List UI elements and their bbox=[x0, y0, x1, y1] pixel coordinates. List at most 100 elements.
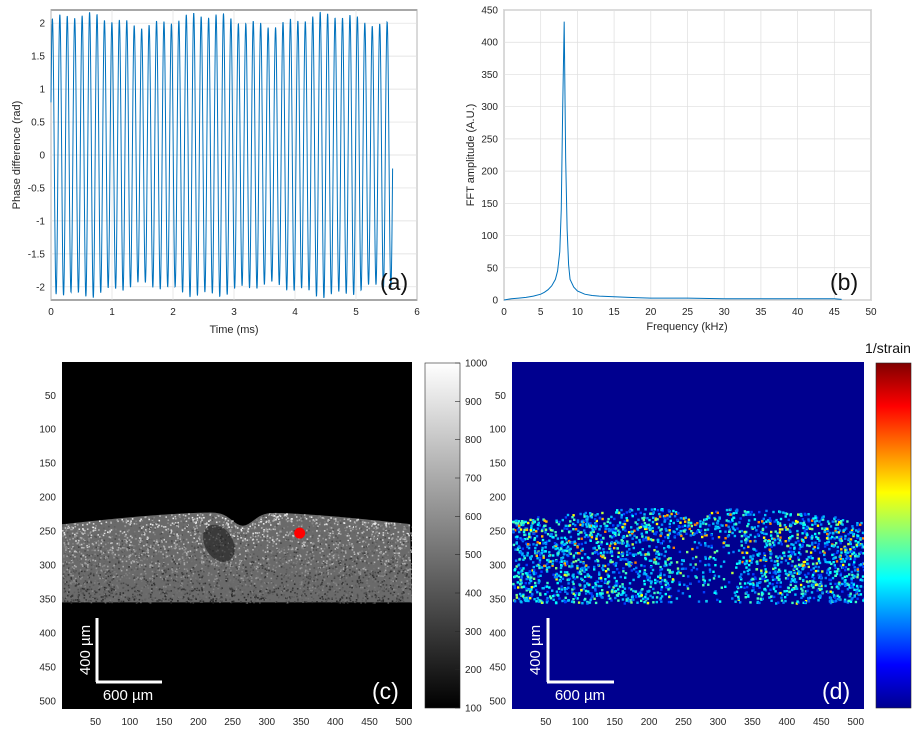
panel-d-ytick-label: 100 bbox=[489, 425, 506, 436]
panel-a-ytick-label: 1 bbox=[39, 85, 45, 96]
panel-d-image-bg bbox=[512, 362, 864, 709]
panel-c-ytick-label: 100 bbox=[39, 425, 56, 436]
panel-d-strain-map: 400 µm 600 µm (d) 50 100 150 200 250 300 350 40… bbox=[489, 340, 912, 728]
panel-b-xtick-label: 25 bbox=[682, 307, 694, 318]
panel-d-scalebar-horizontal-label: 600 µm bbox=[555, 687, 605, 704]
panel-d-xtick-label: 100 bbox=[572, 717, 589, 728]
panel-d-colorbar bbox=[875, 362, 912, 709]
panel-b-ytick-label: 0 bbox=[492, 296, 498, 307]
panel-d-ytick-label: 400 bbox=[489, 628, 506, 639]
panel-d-ytick-label: 350 bbox=[489, 594, 506, 605]
panel-b-xtick-label: 40 bbox=[792, 307, 804, 318]
panel-c-ytick-label: 200 bbox=[39, 493, 56, 504]
panel-b-ytick-label: 400 bbox=[481, 38, 498, 49]
panel-c-ytick-label: 50 bbox=[45, 391, 57, 402]
panel-a-series-line bbox=[50, 11, 394, 299]
panel-a-label: (a) bbox=[380, 269, 408, 295]
panel-b-ytick-label: 350 bbox=[481, 70, 498, 81]
panel-a-xtick-label: 6 bbox=[414, 307, 420, 318]
panel-c-colorbar-tick-label: 400 bbox=[465, 589, 482, 600]
panel-d-xtick-label: 500 bbox=[847, 717, 864, 728]
panel-c-colorbar-tick-label: 500 bbox=[465, 550, 482, 561]
panel-c-label: (c) bbox=[372, 678, 399, 704]
panel-c-ytick-label: 250 bbox=[39, 527, 56, 538]
panel-b-xtick-label: 10 bbox=[572, 307, 584, 318]
panel-c-ytick-label: 450 bbox=[39, 662, 56, 673]
panel-d-xtick-label: 150 bbox=[606, 717, 623, 728]
panel-d-ytick-label: 50 bbox=[495, 391, 507, 402]
panel-a-xtick-label: 5 bbox=[353, 307, 359, 318]
panel-b-xtick-label: 35 bbox=[755, 307, 767, 318]
panel-c-colorbar-tick-label: 100 bbox=[465, 704, 482, 715]
panel-d-xtick-label: 450 bbox=[813, 717, 830, 728]
panel-c-scalebar-vertical-label: 400 µm bbox=[77, 625, 94, 675]
panel-d-ytick-label: 450 bbox=[489, 662, 506, 673]
panel-d-xtick-label: 400 bbox=[779, 717, 796, 728]
panel-c-colorbar-tick-label: 700 bbox=[465, 474, 482, 485]
panel-c-xtick-label: 350 bbox=[293, 717, 310, 728]
panel-c-xtick-label: 500 bbox=[395, 717, 412, 728]
panel-a-xtick-label: 1 bbox=[109, 307, 115, 318]
panel-a-ytick-label: -1.5 bbox=[28, 249, 46, 260]
panel-b-fft-chart: 0 5 10 15 20 25 30 35 40 45 50 0 50 100 150 200 250 300 35… bbox=[465, 6, 877, 334]
panel-b-xtick-label: 30 bbox=[719, 307, 731, 318]
panel-c-xtick-label: 200 bbox=[190, 717, 207, 728]
panel-c-colorbar-tick-label: 900 bbox=[465, 397, 482, 408]
panel-d-scalebar: 400 µm 600 µm bbox=[527, 618, 614, 704]
panel-b-ytick-label: 300 bbox=[481, 102, 498, 113]
panel-d-scalebar-vertical-label: 400 µm bbox=[527, 625, 544, 675]
panel-b-ytick-label: 250 bbox=[481, 134, 498, 145]
panel-b-tick-labels: 0 5 10 15 20 25 30 35 40 45 50 0 50 100 150 200 250 300 35… bbox=[481, 6, 877, 319]
panel-b-grid bbox=[503, 9, 872, 301]
panel-d-xtick-label: 350 bbox=[744, 717, 761, 728]
panel-d-ytick-label: 300 bbox=[489, 561, 506, 572]
panel-c-xtick-label: 250 bbox=[224, 717, 241, 728]
panel-d-ytick-label: 500 bbox=[489, 696, 506, 707]
panel-c-colorbar-ticks: 100 200 300 400 500 600 700 800 900 1000 bbox=[455, 359, 488, 715]
panel-a-ytick-label: -1 bbox=[36, 216, 45, 227]
panel-b-xtick-label: 20 bbox=[645, 307, 657, 318]
panel-a-xtick-label: 3 bbox=[231, 307, 237, 318]
panel-d-ytick-label: 250 bbox=[489, 527, 506, 538]
panel-c-tissue-speckle bbox=[62, 512, 412, 604]
panel-d-xtick-label: 250 bbox=[675, 717, 692, 728]
panel-a-ytick-label: 1.5 bbox=[31, 52, 45, 63]
panel-a-xtick-label: 2 bbox=[170, 307, 176, 318]
panel-b-xtick-label: 15 bbox=[609, 307, 621, 318]
panel-a-tick-labels: 0 1 2 3 4 5 6 -2 -1.5 -1 -0.5 0 0.5 1 1.5 2 bbox=[28, 19, 420, 318]
panel-b-xtick-label: 45 bbox=[829, 307, 841, 318]
panel-c-ytick-label: 400 bbox=[39, 628, 56, 639]
panel-c-ytick-label: 300 bbox=[39, 561, 56, 572]
panel-a-ytick-label: -0.5 bbox=[28, 183, 46, 194]
panel-c-colorbar-tick-label: 600 bbox=[465, 512, 482, 523]
panel-c-colorbar-tick-label: 200 bbox=[465, 665, 482, 676]
panel-c-xtick-label: 400 bbox=[327, 717, 344, 728]
panel-c-tick-labels: 50 100 150 200 250 300 350 400 450 500 50 100 150 200… bbox=[39, 391, 412, 728]
panel-a-xlabel: Time (ms) bbox=[209, 324, 258, 336]
panel-a-ytick-label: 2 bbox=[39, 19, 45, 30]
panel-b-ytick-label: 200 bbox=[481, 167, 498, 178]
panel-b-series-line bbox=[503, 21, 842, 301]
panel-c-ytick-label: 350 bbox=[39, 594, 56, 605]
panel-c-colorbar-tick-label: 300 bbox=[465, 627, 482, 638]
panel-d-xtick-label: 200 bbox=[641, 717, 658, 728]
panel-c-scalebar-horizontal-label: 600 µm bbox=[103, 687, 153, 704]
panel-a-ytick-label: -2 bbox=[36, 282, 45, 293]
panel-c-xtick-label: 300 bbox=[258, 717, 275, 728]
panel-b-label: (b) bbox=[830, 269, 858, 295]
panel-d-strain-speckle bbox=[512, 508, 864, 605]
panel-b-xlabel: Frequency (kHz) bbox=[646, 321, 727, 333]
panel-c-ytick-label: 150 bbox=[39, 459, 56, 470]
panel-b-ytick-label: 450 bbox=[481, 6, 498, 17]
panel-b-ytick-label: 50 bbox=[487, 263, 499, 274]
panel-d-xtick-label: 300 bbox=[710, 717, 727, 728]
panel-c-colorbar-tick-label: 1000 bbox=[465, 359, 488, 370]
panel-a-ylabel: Phase difference (rad) bbox=[11, 101, 23, 210]
panel-c-colorbar-tick-label: 800 bbox=[465, 435, 482, 446]
panel-a-phase-chart: 0 1 2 3 4 5 6 -2 -1.5 -1 -0.5 0 0.5 1 1.5 2 Time (ms) P… bbox=[11, 9, 420, 336]
panel-d-ytick-label: 150 bbox=[489, 459, 506, 470]
panel-c-xtick-label: 100 bbox=[121, 717, 138, 728]
panel-d-colorbar-title: 1/strain bbox=[865, 340, 911, 356]
panel-d-ytick-label: 200 bbox=[489, 493, 506, 504]
